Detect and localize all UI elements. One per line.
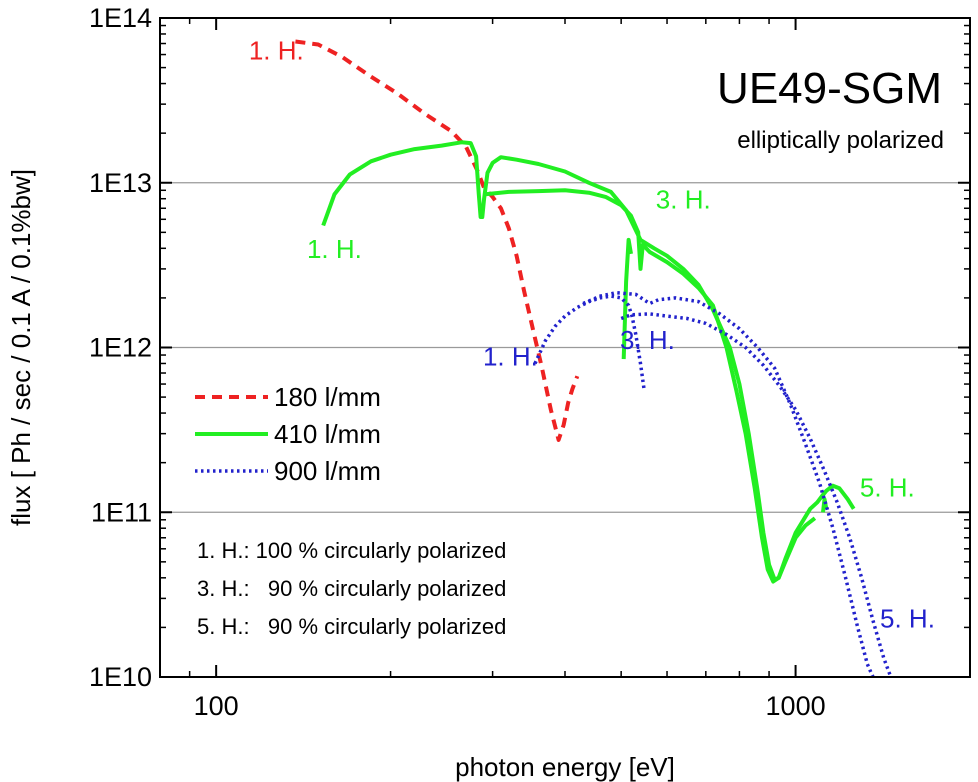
polarization-note: 3. H.: 90 % circularly polarized [197, 576, 506, 601]
series-line-180-l-mm [295, 39, 580, 442]
x-tick-label: 100 [194, 691, 239, 721]
series-line-410-l-mm [621, 237, 633, 360]
harmonic-label: 5. H. [880, 603, 935, 633]
legend-label: 180 l/mm [274, 382, 381, 412]
y-tick-label: 1E14 [89, 3, 152, 33]
series-lines [295, 39, 893, 678]
legend: 180 l/mm 410 l/mm 900 l/mm [195, 382, 381, 486]
y-axis-title: flux [ Ph / sec / 0.1 A / 0.1%bw] [6, 169, 36, 526]
y-tick-label: 1E13 [89, 168, 152, 198]
series-line-410-l-mm [321, 140, 817, 582]
harmonic-label: 5. H. [860, 472, 915, 502]
legend-label: 900 l/mm [274, 456, 381, 486]
series-line-410-l-mm [821, 497, 829, 513]
y-tick-label: 1E12 [89, 333, 152, 363]
chart-subtitle: elliptically polarized [737, 127, 944, 154]
tick-labels: 1E10 1E11 1E12 1E13 1E14 100 1000 [89, 3, 826, 721]
harmonic-label: 1. H. [249, 35, 304, 65]
series-line-410-l-mm [483, 188, 856, 584]
axis-ticks [160, 17, 970, 678]
harmonic-label: 1. H. [307, 234, 362, 264]
x-axis-title: photon energy [eV] [455, 752, 675, 782]
x-tick-label: 1000 [766, 691, 826, 721]
harmonic-labels: 1. H. 1. H. 3. H. 5. H. 1. H. 3. H. 5. H. [249, 35, 935, 633]
harmonic-label: 1. H. [483, 341, 538, 371]
polarization-notes: 1. H.: 100 % circularly polarized 3. H.: … [197, 538, 506, 639]
harmonic-label: 3. H. [620, 325, 675, 355]
y-tick-label: 1E10 [89, 662, 152, 692]
grid-lines [160, 182, 970, 513]
y-tick-label: 1E11 [91, 497, 152, 527]
legend-label: 410 l/mm [274, 419, 381, 449]
polarization-note: 5. H.: 90 % circularly polarized [197, 614, 506, 639]
chart-title: UE49-SGM [717, 64, 942, 113]
harmonic-label: 3. H. [656, 184, 711, 214]
polarization-note: 1. H.: 100 % circularly polarized [197, 538, 506, 563]
